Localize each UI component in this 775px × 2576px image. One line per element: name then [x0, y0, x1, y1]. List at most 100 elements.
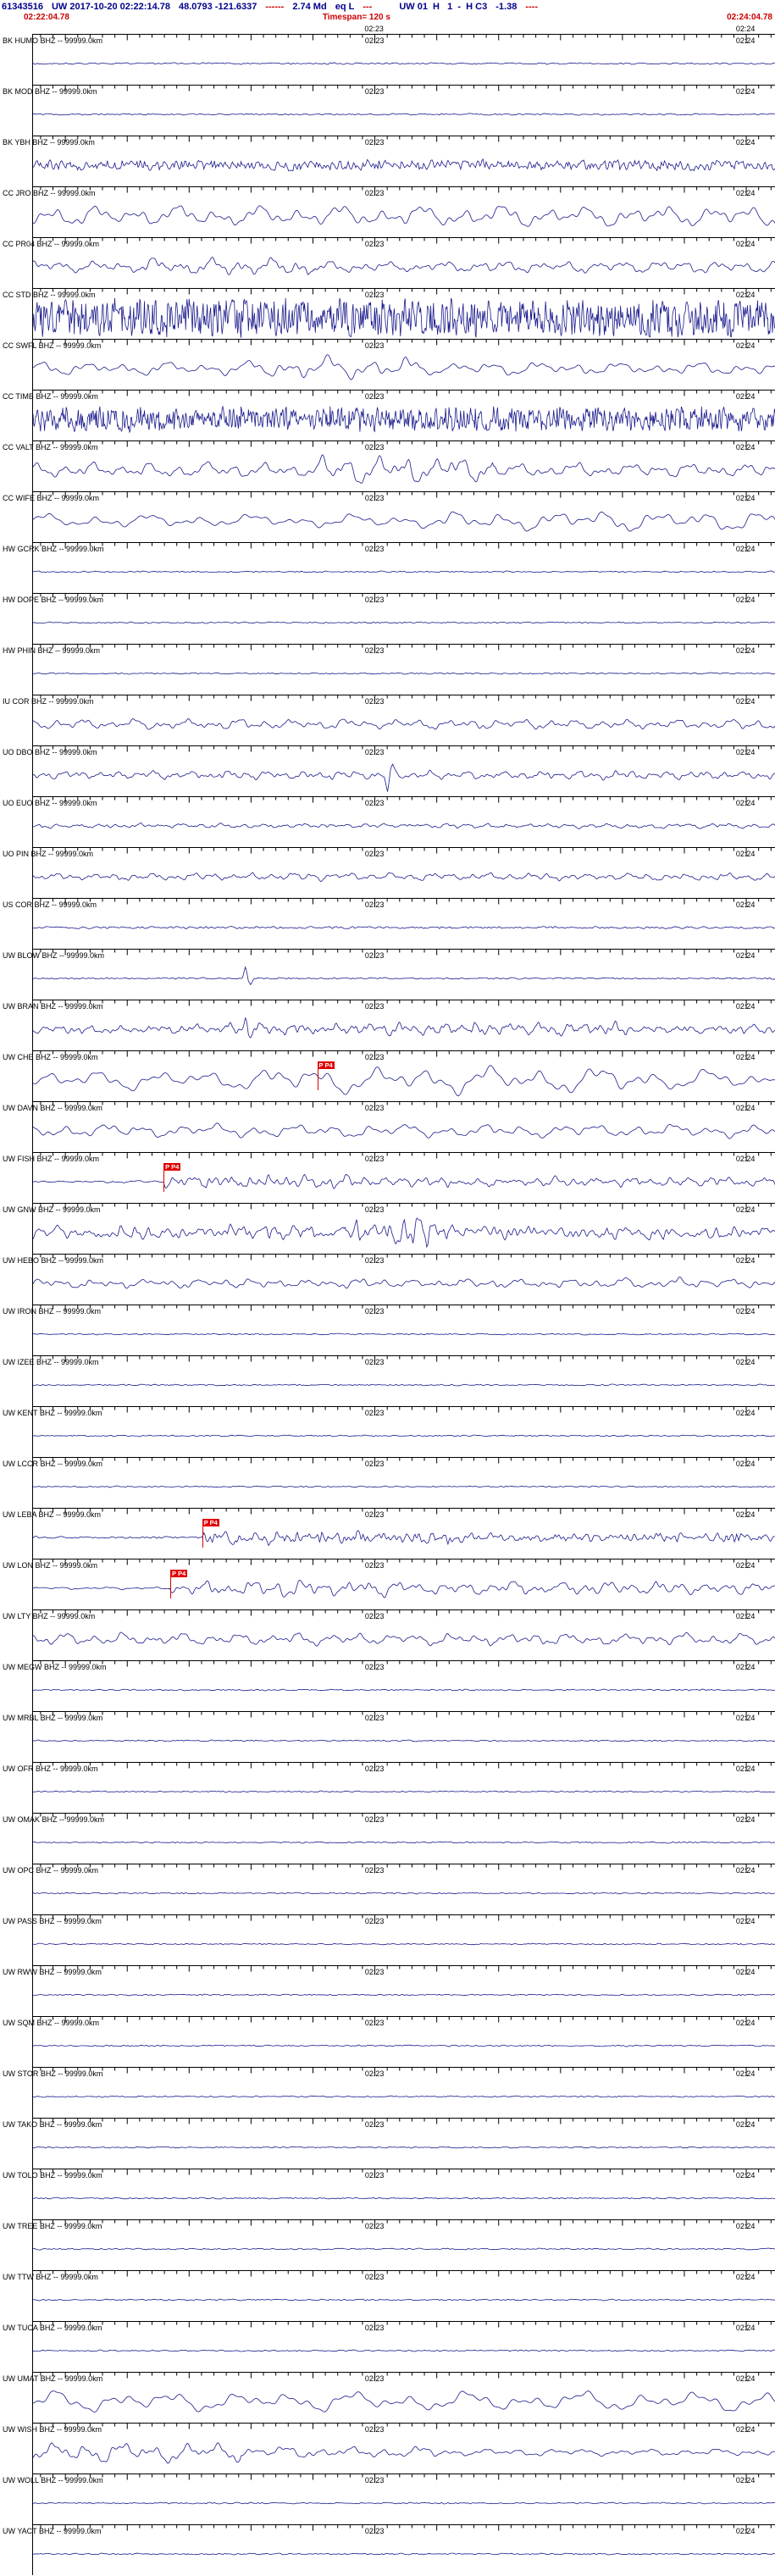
time-label-end: 02:24: [735, 1663, 756, 1671]
trace-list: BK HUMO BHZ -- 99999.0km 02:23 02:24 BK …: [3, 34, 775, 2575]
trace-row[interactable]: IU COR BHZ -- 99999.0km 02:23 02:24: [3, 695, 775, 745]
time-label-minute: 02:23: [364, 1053, 385, 1061]
trace-row[interactable]: CC WIFE BHZ -- 99999.0km 02:23 02:24: [3, 491, 775, 542]
trace-row[interactable]: UW GNW BHZ -- 99999.0km 02:23 02:24: [3, 1203, 775, 1254]
trace-label: UW OPC BHZ -- 99999.0km: [3, 1866, 99, 1875]
trace-label: BK HUMO BHZ -- 99999.0km: [3, 36, 103, 45]
trace-row[interactable]: UW IRON BHZ -- 99999.0km 02:23 02:24: [3, 1305, 775, 1355]
trace-row[interactable]: UO EUO BHZ -- 99999.0km 02:23 02:24: [3, 796, 775, 847]
time-label-end: 02:24: [735, 1917, 756, 1925]
time-label-minute: 02:23: [364, 1968, 385, 1976]
time-label-minute: 02:23: [364, 1155, 385, 1163]
trace-row[interactable]: UW UMAT BHZ -- 99999.0km 02:23 02:24: [3, 2372, 775, 2423]
trace-row[interactable]: UW DAVN BHZ -- 99999.0km 02:23 02:24: [3, 1101, 775, 1152]
trace-row[interactable]: BK YBH BHZ -- 99999.0km 02:23 02:24: [3, 136, 775, 186]
time-label-end: 02:24: [735, 1409, 756, 1417]
waveform: [33, 950, 775, 986]
time-label-end: 02:24: [735, 1205, 756, 1214]
waveform: [33, 86, 775, 116]
trace-row[interactable]: UW LTY BHZ -- 99999.0km 02:23 02:24: [3, 1609, 775, 1660]
waveform: [33, 1864, 775, 1895]
trace-row[interactable]: UW YACT BHZ -- 99999.0km 02:23 02:24: [3, 2524, 775, 2575]
time-label-end: 02:24: [735, 1256, 756, 1265]
time-label-end: 02:24: [735, 1866, 756, 1875]
trace-label: UW WISH BHZ -- 99999.0km: [3, 2425, 102, 2434]
trace-row[interactable]: CC JRO BHZ -- 99999.0km 02:23 02:24: [3, 186, 775, 237]
trace-row[interactable]: HW GCRK BHZ -- 99999.0km 02:23 02:24: [3, 542, 775, 593]
trace-label: UW LON BHZ -- 99999.0km: [3, 1561, 98, 1570]
trace-row[interactable]: UW WISH BHZ -- 99999.0km 02:23 02:24: [3, 2423, 775, 2474]
trace-row[interactable]: UW TOLO BHZ -- 99999.0km 02:23 02:24: [3, 2169, 775, 2219]
trace-row[interactable]: UW IZEE BHZ -- 99999.0km 02:23 02:24: [3, 1355, 775, 1406]
trace-label: CC TIMB BHZ -- 99999.0km: [3, 392, 98, 401]
trace-row[interactable]: US COR BHZ -- 99999.0km 02:23 02:24: [3, 898, 775, 949]
trace-row[interactable]: CC PR04 BHZ -- 99999.0km 02:23 02:24: [3, 237, 775, 288]
waveform: [33, 441, 775, 484]
trace-row[interactable]: UW MRBL BHZ -- 99999.0km 02:23 02:24: [3, 1711, 775, 1762]
trace-row[interactable]: CC STD BHZ -- 99999.0km 02:23 02:24: [3, 288, 775, 339]
trace-row[interactable]: HW PHIN BHZ -- 99999.0km 02:23 02:24: [3, 644, 775, 695]
trace-label: UW MRBL BHZ -- 99999.0km: [3, 1714, 103, 1722]
trace-row[interactable]: BK MOD BHZ -- 99999.0km 02:23 02:24: [3, 85, 775, 136]
waveform: [33, 1915, 775, 1946]
time-label-minute: 02:23: [364, 646, 385, 655]
trace-label: UO EUO BHZ -- 99999.0km: [3, 799, 97, 807]
trace-row[interactable]: UW HEBO BHZ -- 99999.0km 02:23 02:24: [3, 1254, 775, 1305]
trace-row[interactable]: UW KENT BHZ -- 99999.0km 02:23 02:24: [3, 1406, 775, 1457]
time-label-minute: 02:23: [364, 1561, 385, 1570]
waveform: [33, 2271, 775, 2302]
trace-row[interactable]: UW BRAN BHZ -- 99999.0km 02:23 02:24: [3, 1000, 775, 1050]
trace-row[interactable]: UW TAKO BHZ -- 99999.0km 02:23 02:24: [3, 2118, 775, 2169]
trace-row[interactable]: UW OMAK BHZ -- 99999.0km 02:23 02:24: [3, 1813, 775, 1864]
trace-label: UW FISH BHZ -- 99999.0km: [3, 1155, 100, 1163]
trace-row[interactable]: CC TIMB BHZ -- 99999.0km 02:23 02:24: [3, 390, 775, 440]
time-label-minute: 02:23: [364, 1815, 385, 1824]
trace-label: UW TREE BHZ -- 99999.0km: [3, 2222, 102, 2230]
time-label-minute: 02:23: [364, 1764, 385, 1773]
trace-row[interactable]: UW MEGW BHZ -- 99999.0km 02:23 02:24: [3, 1660, 775, 1711]
trace-row[interactable]: UW SQM BHZ -- 99999.0km 02:23 02:24: [3, 2016, 775, 2067]
trace-row[interactable]: CC SWFL BHZ -- 99999.0km 02:23 02:24: [3, 339, 775, 390]
trace-row[interactable]: UW RWW BHZ -- 99999.0km 02:23 02:24: [3, 1965, 775, 2016]
trace-row[interactable]: UW FISH BHZ -- 99999.0km 02:23 02:24 P P…: [3, 1152, 775, 1203]
waveform: [33, 2373, 775, 2413]
waveform: [33, 492, 775, 532]
trace-row[interactable]: UO PIN BHZ -- 99999.0km 02:23 02:24: [3, 847, 775, 898]
trace-label: UW PASS BHZ -- 99999.0km: [3, 1917, 102, 1925]
trace-row[interactable]: UW TUCA BHZ -- 99999.0km 02:23 02:24: [3, 2321, 775, 2372]
time-label-end: 02:24: [735, 2171, 756, 2180]
trace-label: CC STD BHZ -- 99999.0km: [3, 291, 96, 299]
time-label-minute: 02:23: [364, 1866, 385, 1875]
trace-row[interactable]: UW WOLL BHZ -- 99999.0km 02:23 02:24: [3, 2474, 775, 2524]
trace-label: UW SQM BHZ -- 99999.0km: [3, 2019, 100, 2027]
waveform: [33, 2474, 775, 2505]
trace-row[interactable]: UW LEBA BHZ -- 99999.0km 02:23 02:24 P P…: [3, 1508, 775, 1559]
trace-label: IU COR BHZ -- 99999.0km: [3, 697, 94, 706]
trace-row[interactable]: UW LON BHZ -- 99999.0km 02:23 02:24 P P4: [3, 1559, 775, 1609]
trace-row[interactable]: UW LCCR BHZ -- 99999.0km 02:23 02:24: [3, 1457, 775, 1508]
waveform: [33, 2169, 775, 2200]
time-label-end: 02:24: [735, 87, 756, 96]
trace-row[interactable]: UW TTW BHZ -- 99999.0km 02:23 02:24: [3, 2270, 775, 2321]
time-label-end: 02:24: [735, 646, 756, 655]
trace-row[interactable]: UW BLOW BHZ -- 99999.0km 02:23 02:24: [3, 949, 775, 1000]
waveform: [33, 848, 775, 882]
trace-label: UW IRON BHZ -- 99999.0km: [3, 1307, 102, 1316]
waveform: [33, 1356, 775, 1387]
trace-row[interactable]: HW DOPE BHZ -- 99999.0km 02:23 02:24: [3, 593, 775, 644]
time-label-end: 02:24: [735, 25, 756, 33]
trace-row[interactable]: UW PASS BHZ -- 99999.0km 02:23 02:24: [3, 1914, 775, 1965]
trace-row[interactable]: UW OPC BHZ -- 99999.0km 02:23 02:24: [3, 1864, 775, 1914]
trace-row[interactable]: UO DBO BHZ -- 99999.0km 02:23 02:24: [3, 745, 775, 796]
trace-row[interactable]: BK HUMO BHZ -- 99999.0km 02:23 02:24: [3, 34, 775, 85]
trace-row[interactable]: UW TREE BHZ -- 99999.0km 02:23 02:24: [3, 2219, 775, 2270]
time-label-minute: 02:23: [364, 2171, 385, 2180]
trace-row[interactable]: CC VALT BHZ -- 99999.0km 02:23 02:24: [3, 440, 775, 491]
trace-row[interactable]: UW CHE BHZ -- 99999.0km 02:23 02:24 P P4: [3, 1050, 775, 1101]
time-label-minute: 02:23: [364, 1714, 385, 1722]
trace-row[interactable]: UW OFR BHZ -- 99999.0km 02:23 02:24: [3, 1762, 775, 1813]
time-label-minute: 02:23: [364, 1409, 385, 1417]
pick-time-line: [170, 1577, 172, 1598]
trace-row[interactable]: UW STOR BHZ -- 99999.0km 02:23 02:24: [3, 2067, 775, 2118]
time-label-minute: 02:23: [364, 2069, 385, 2078]
